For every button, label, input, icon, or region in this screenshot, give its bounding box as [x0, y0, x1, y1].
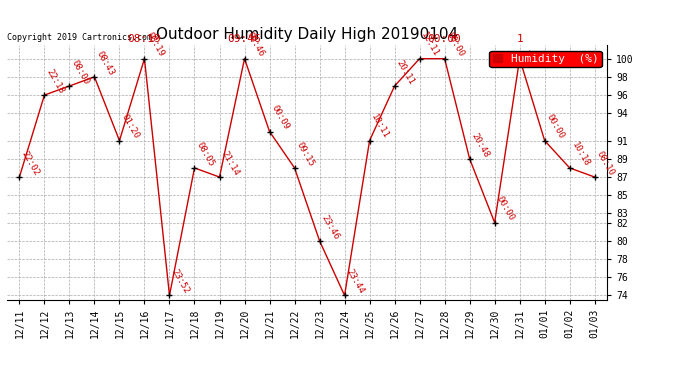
Text: 21:14: 21:14	[219, 149, 241, 177]
Text: 22:02: 22:02	[19, 149, 41, 177]
Text: 23:46: 23:46	[319, 213, 341, 241]
Text: 00:00: 00:00	[544, 113, 566, 141]
Text: 20:11: 20:11	[395, 58, 416, 86]
Text: 22:18: 22:18	[44, 68, 66, 95]
Text: 23:52: 23:52	[170, 268, 190, 296]
Text: 08:19: 08:19	[128, 34, 161, 44]
Text: 01:20: 01:20	[119, 113, 141, 141]
Text: 00:00: 00:00	[495, 195, 516, 223]
Text: 00:00: 00:00	[428, 34, 462, 44]
Text: 00:09: 00:09	[270, 104, 290, 132]
Text: 20:48: 20:48	[470, 131, 491, 159]
Text: 08:10: 08:10	[595, 149, 616, 177]
Text: 08:19: 08:19	[144, 31, 166, 58]
Text: 09:15: 09:15	[295, 140, 316, 168]
Text: 1: 1	[516, 34, 523, 44]
Text: 00:00: 00:00	[444, 31, 466, 58]
Text: 10:11: 10:11	[370, 113, 391, 141]
Text: 08:00: 08:00	[70, 58, 90, 86]
Text: 09:46: 09:46	[228, 34, 262, 44]
Text: 1: 1	[520, 50, 530, 58]
Text: 08:43: 08:43	[95, 49, 116, 77]
Title: Outdoor Humidity Daily High 20190104: Outdoor Humidity Daily High 20190104	[156, 27, 458, 42]
Text: Copyright 2019 Cartronics.com: Copyright 2019 Cartronics.com	[7, 33, 152, 42]
Text: 09:46: 09:46	[244, 31, 266, 58]
Text: 12:11: 12:11	[420, 31, 441, 58]
Legend: Humidity  (%): Humidity (%)	[489, 51, 602, 68]
Text: 23:44: 23:44	[344, 268, 366, 296]
Text: 08:05: 08:05	[195, 140, 216, 168]
Text: 10:18: 10:18	[570, 140, 591, 168]
